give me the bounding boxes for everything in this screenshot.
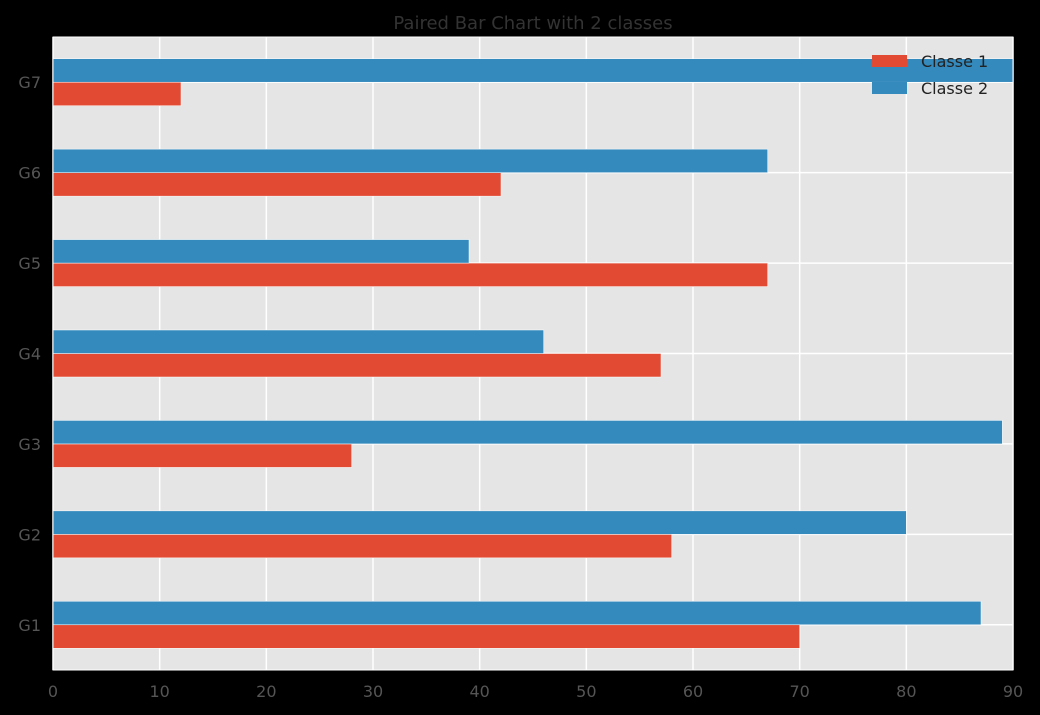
legend-label-classe-1: Classe 1 <box>921 52 988 71</box>
bar-classe-1-g6 <box>52 172 502 197</box>
bar-classe-2-g1 <box>52 601 982 626</box>
x-tick-label: 50 <box>576 682 596 701</box>
x-tick-label: 20 <box>256 682 276 701</box>
bar-classe-1-g1 <box>52 624 800 649</box>
bar-classe-2-g4 <box>52 329 544 354</box>
bar-classe-2-g5 <box>52 239 470 264</box>
bar-classe-2-g7 <box>52 58 1014 83</box>
y-tick-label: G4 <box>18 345 41 364</box>
bars <box>52 58 1014 649</box>
x-tick-label: 60 <box>683 682 703 701</box>
bar-classe-1-g7 <box>52 81 182 106</box>
y-tick-labels: G1 G2 G3 G4 G5 G6 G7 <box>18 73 41 635</box>
bar-classe-2-g6 <box>52 148 768 173</box>
x-tick-labels: 0 10 20 30 40 50 60 70 80 90 <box>48 682 1023 701</box>
y-tick-label: G3 <box>18 435 41 454</box>
bar-classe-1-g5 <box>52 262 768 287</box>
x-tick-label: 70 <box>789 682 809 701</box>
bar-classe-2-g2 <box>52 510 907 535</box>
legend-swatch-classe-2 <box>872 82 907 94</box>
y-tick-label: G7 <box>18 73 41 92</box>
bar-classe-1-g3 <box>52 443 352 468</box>
chart-title: Paired Bar Chart with 2 classes <box>393 13 672 34</box>
bar-classe-2-g3 <box>52 420 1003 445</box>
y-tick-label: G5 <box>18 254 41 273</box>
legend-label-classe-2: Classe 2 <box>921 79 988 98</box>
x-tick-label: 10 <box>149 682 169 701</box>
x-tick-label: 0 <box>48 682 58 701</box>
y-tick-label: G2 <box>18 525 41 544</box>
y-tick-label: G1 <box>18 616 41 635</box>
x-tick-label: 40 <box>469 682 489 701</box>
legend-swatch-classe-1 <box>872 55 907 67</box>
bar-classe-1-g2 <box>52 534 672 559</box>
x-tick-label: 90 <box>1003 682 1023 701</box>
legend: Classe 1 Classe 2 <box>872 52 988 98</box>
x-tick-label: 30 <box>363 682 383 701</box>
bar-classe-1-g4 <box>52 353 662 378</box>
plot-border <box>52 36 1014 671</box>
y-tick-label: G6 <box>18 164 41 183</box>
x-tick-label: 80 <box>896 682 916 701</box>
